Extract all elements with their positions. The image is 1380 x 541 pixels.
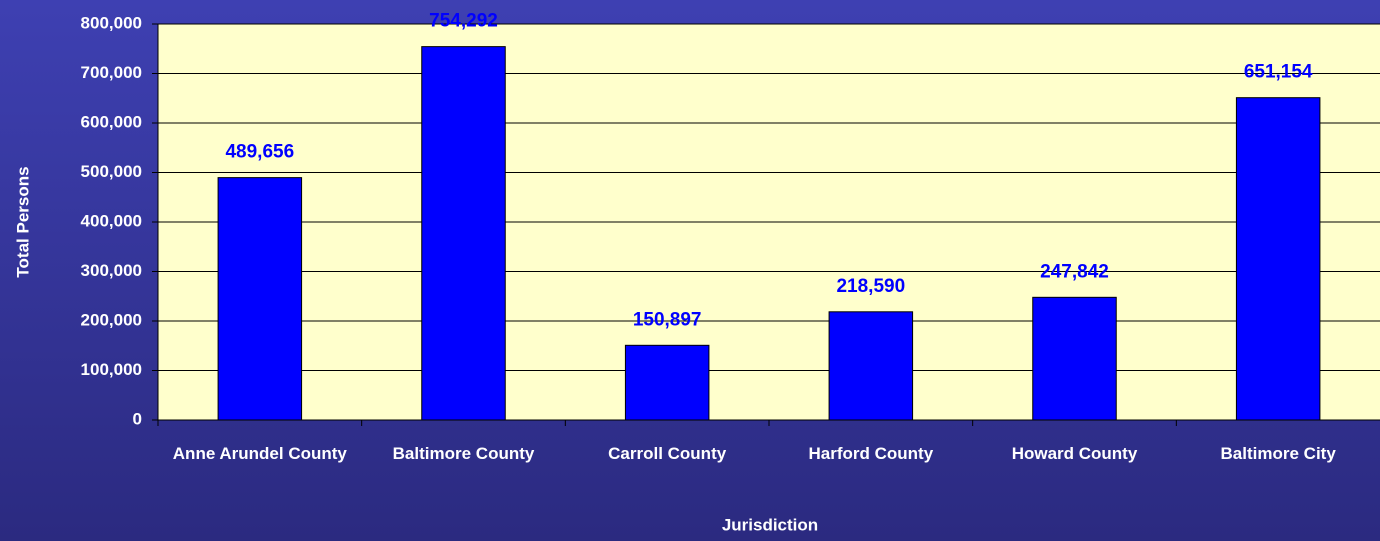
value-label: 754,292 [429, 11, 498, 32]
value-label: 150,897 [633, 309, 702, 330]
y-tick-label: 100,000 [81, 360, 142, 379]
y-tick-label: 800,000 [81, 13, 142, 32]
x-tick-label: Baltimore City [1220, 444, 1336, 463]
x-tick-label: Howard County [1011, 444, 1138, 463]
y-tick-label: 200,000 [81, 310, 142, 329]
value-label: 651,154 [1244, 62, 1313, 83]
y-tick-label: 500,000 [81, 162, 142, 181]
bar [624, 344, 710, 421]
x-tick-label: Anne Arundel County [172, 444, 347, 463]
y-tick-label: 400,000 [81, 211, 142, 230]
y-tick-label: 700,000 [81, 63, 142, 82]
x-tick-label: Harford County [808, 444, 934, 463]
value-label: 218,590 [836, 276, 905, 297]
value-label: 489,656 [225, 142, 294, 163]
bar [1032, 296, 1117, 421]
y-tick-label: 300,000 [81, 261, 142, 280]
y-tick-label: 0 [133, 409, 142, 428]
bar [421, 46, 506, 421]
x-axis-title: Jurisdiction [722, 515, 818, 534]
x-tick-label: Carroll County [608, 444, 727, 463]
x-tick-label: Baltimore County [392, 444, 535, 463]
value-label: 247,842 [1040, 261, 1109, 282]
bar [217, 177, 303, 421]
y-tick-label: 600,000 [81, 112, 142, 131]
y-axis-title: Total Persons [13, 166, 32, 277]
bar [1235, 97, 1321, 421]
bar [828, 311, 914, 421]
